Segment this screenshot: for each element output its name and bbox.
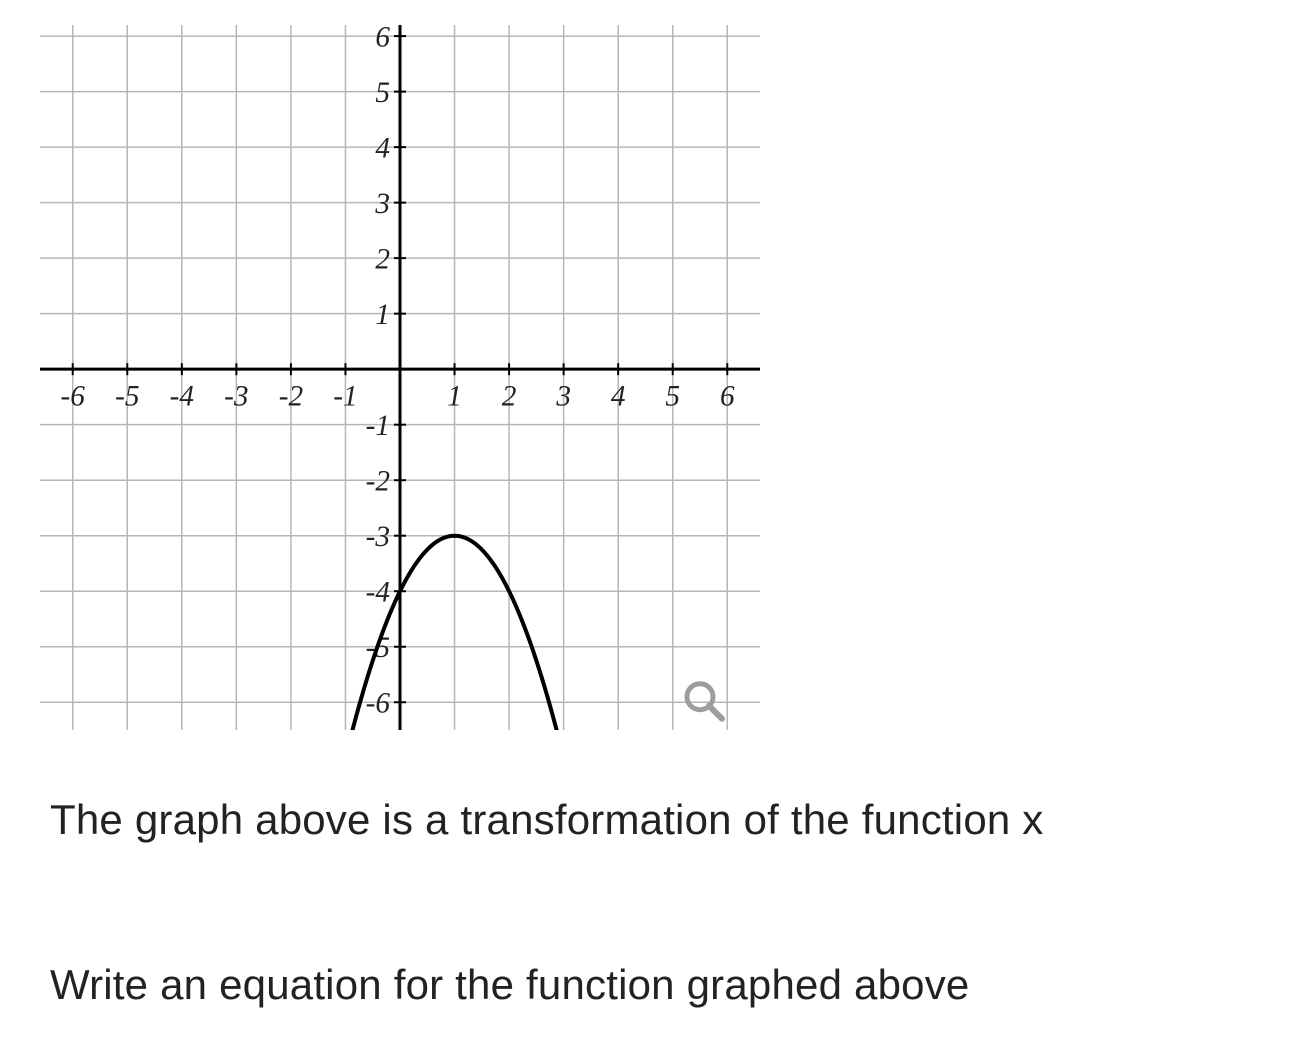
prompt-line-2: Write an equation for the function graph…	[50, 960, 969, 1010]
chart-container: -6-5-4-3-2-1123456-6-5-4-3-2-1123456	[40, 25, 760, 730]
svg-text:-1: -1	[366, 410, 390, 442]
svg-text:-5: -5	[115, 381, 139, 413]
svg-text:3: 3	[374, 188, 390, 220]
coordinate-grid-chart: -6-5-4-3-2-1123456-6-5-4-3-2-1123456	[40, 25, 760, 730]
svg-text:-2: -2	[279, 381, 303, 413]
svg-text:5: 5	[375, 77, 390, 109]
svg-text:6: 6	[375, 25, 390, 53]
svg-text:-6: -6	[61, 381, 86, 413]
page-root: -6-5-4-3-2-1123456-6-5-4-3-2-1123456 The…	[0, 0, 1316, 1041]
svg-text:-6: -6	[366, 687, 391, 719]
svg-text:1: 1	[447, 381, 462, 413]
svg-text:2: 2	[502, 381, 517, 413]
svg-text:-4: -4	[366, 576, 390, 608]
svg-text:2: 2	[375, 243, 390, 275]
svg-text:-3: -3	[224, 381, 248, 413]
svg-text:4: 4	[375, 132, 390, 164]
svg-text:3: 3	[555, 381, 571, 413]
svg-text:4: 4	[611, 381, 626, 413]
prompt-line-1: The graph above is a transformation of t…	[50, 795, 1044, 845]
svg-text:-4: -4	[170, 381, 194, 413]
svg-text:-3: -3	[366, 521, 390, 553]
svg-text:5: 5	[665, 381, 680, 413]
svg-text:-2: -2	[366, 465, 390, 497]
svg-text:1: 1	[375, 299, 390, 331]
svg-text:6: 6	[720, 381, 735, 413]
svg-text:-1: -1	[333, 381, 357, 413]
